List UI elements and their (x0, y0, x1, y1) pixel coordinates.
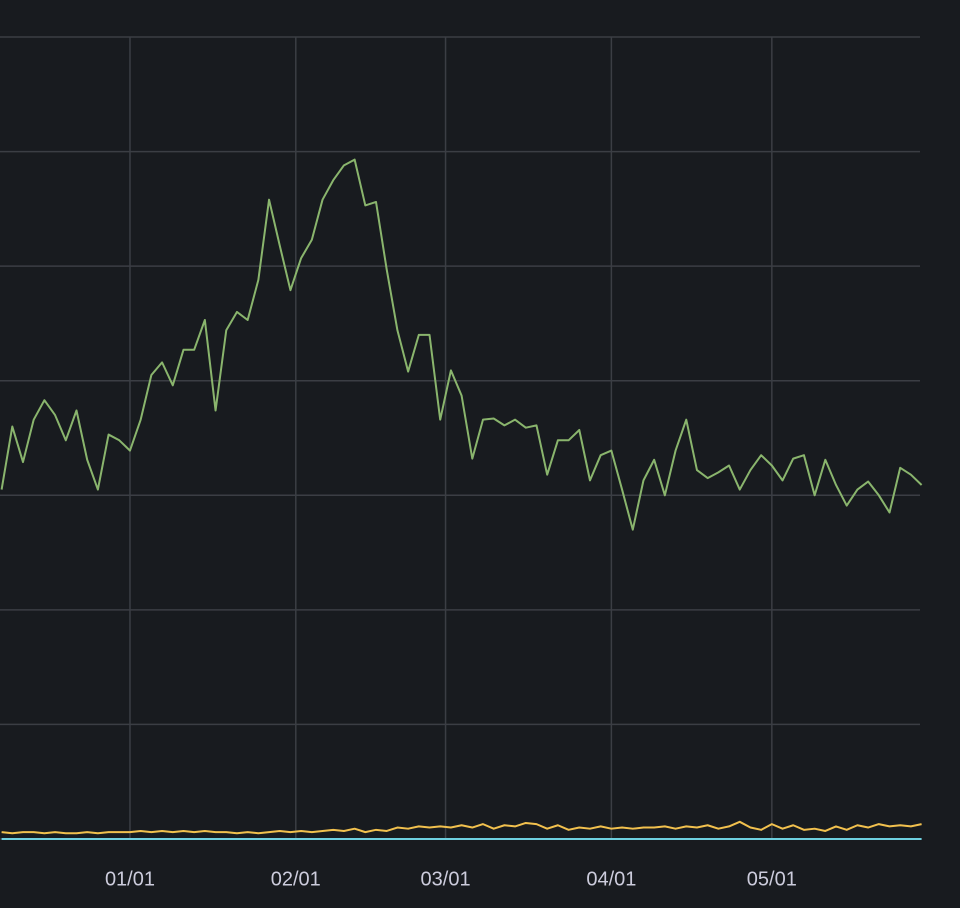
x-tick-label: 01/01 (105, 868, 155, 890)
x-tick-label: 05/01 (747, 868, 797, 890)
x-tick-label: 03/01 (421, 868, 471, 890)
series-line (1, 820, 922, 835)
x-tick-label: 04/01 (586, 868, 636, 890)
series-line (0, 158, 923, 531)
x-tick-label: 02/01 (271, 868, 321, 890)
